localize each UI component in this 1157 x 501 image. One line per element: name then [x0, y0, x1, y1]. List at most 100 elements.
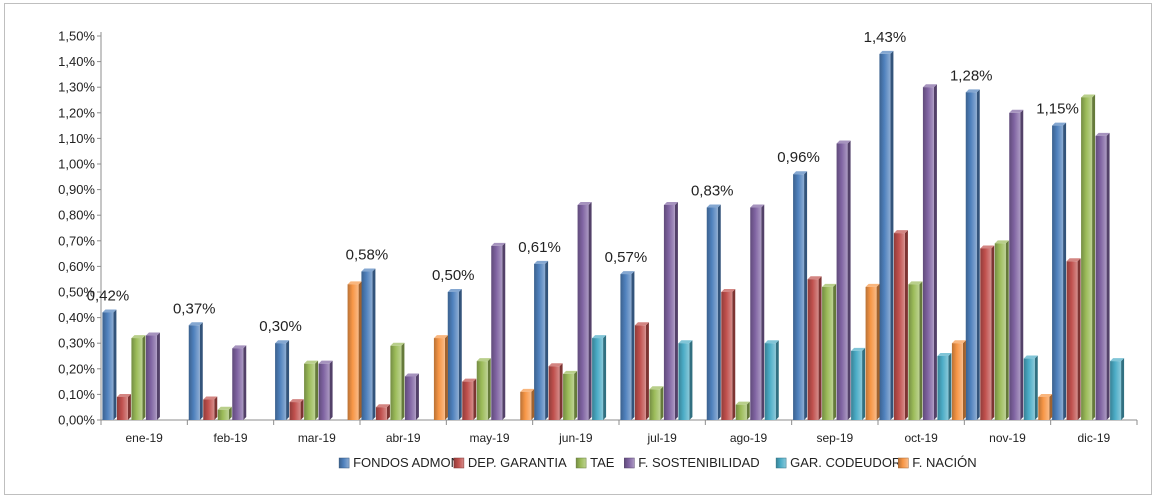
data-label: 0,42% [87, 287, 130, 304]
bar-fondos-admon [361, 268, 376, 420]
bar-gar-codeudor [678, 340, 693, 420]
x-tick-label: may-19 [469, 431, 509, 445]
bar-f-naci-n [520, 388, 535, 420]
legend-label: GAR. CODEUDOR [790, 455, 901, 470]
bar-fondos-admon [1052, 122, 1067, 420]
bar-dep-garantia [721, 289, 736, 420]
bar-tae [304, 360, 319, 420]
y-tick-label: 1,30% [58, 80, 95, 95]
y-tick-label: 1,50% [58, 29, 95, 44]
y-tick-label: 0,90% [58, 182, 95, 197]
bar-fondos-admon [275, 340, 290, 420]
data-label: 0,37% [173, 300, 216, 317]
legend-item-fondos-admon: FONDOS ADMON [338, 455, 460, 470]
x-tick-label: abr-19 [386, 431, 421, 445]
bar-dep-garantia [893, 230, 908, 420]
y-tick-label: 1,40% [58, 54, 95, 69]
y-tick-label: 0,60% [58, 259, 95, 274]
legend-item-f-naci-n: F. NACIÓN [898, 455, 977, 470]
bar-gar-codeudor [764, 340, 779, 420]
bar-gar-codeudor [1110, 358, 1125, 420]
bar-dep-garantia [116, 393, 131, 420]
x-tick-label: jul-19 [646, 431, 677, 445]
y-tick-label: 0,70% [58, 233, 95, 248]
bar-tae [217, 406, 232, 420]
legend-swatch [338, 457, 350, 469]
bar-f-sostenibilidad [577, 201, 592, 420]
x-tick-label: jun-19 [558, 431, 593, 445]
bar-fondos-admon [102, 309, 117, 420]
bar-dep-garantia [289, 399, 304, 420]
data-label: 0,61% [518, 239, 561, 256]
x-tick-label: ago-19 [730, 431, 768, 445]
data-label: 0,96% [777, 149, 820, 166]
chart-frame: 0,00% 0,10% 0,20% 0,30% 0,40% 0,50% 0,60% 0,70%… [4, 3, 1152, 495]
bar-dep-garantia [980, 245, 995, 420]
bar-f-sostenibilidad [663, 201, 678, 420]
data-labels: 0,42% 0,37% 0,30% 0,58% 0,50% 0,61% 0,57% 0,83%… [87, 29, 1079, 335]
x-tick-label: oct-19 [904, 431, 938, 445]
bar-chart: 0,00% 0,10% 0,20% 0,30% 0,40% 0,50% 0,60% 0,70%… [58, 29, 1138, 470]
bars [102, 50, 1125, 421]
legend-label: F. NACIÓN [912, 455, 976, 470]
legend-label: TAE [590, 455, 615, 470]
x-tick-label: feb-19 [213, 431, 247, 445]
legend-swatch [775, 457, 787, 469]
legend-item-f-sostenibilidad: F. SOSTENIBILIDAD [624, 455, 760, 470]
y-tick-label: 0,10% [58, 387, 95, 402]
data-label: 1,28% [950, 67, 993, 84]
y-axis: 0,00% 0,10% 0,20% 0,30% 0,40% 0,50% 0,60% 0,70%… [58, 29, 102, 428]
legend: FONDOS ADMON DEP. GARANTIA TAE F. SOSTENIBI… [338, 455, 977, 470]
bar-tae [563, 370, 578, 420]
legend-swatch [624, 457, 635, 469]
y-tick-label: 1,20% [58, 105, 95, 120]
bar-fondos-admon [965, 89, 980, 420]
bar-f-sostenibilidad [404, 373, 419, 420]
bar-dep-garantia [548, 363, 563, 420]
x-axis: ene-19 feb-19 mar-19 abr-19 may-19 jun-19 jul-… [100, 419, 1138, 445]
data-label: 0,50% [432, 267, 475, 284]
bar-f-naci-n [1038, 393, 1053, 420]
bar-tae [649, 386, 664, 420]
bar-gar-codeudor [592, 335, 607, 420]
bar-fondos-admon [620, 271, 635, 420]
y-tick-label: 0,30% [58, 336, 95, 351]
bar-dep-garantia [462, 378, 477, 420]
data-label: 1,43% [864, 29, 907, 46]
bar-f-sostenibilidad [836, 140, 851, 420]
bar-tae [735, 401, 750, 420]
legend-label: FONDOS ADMON [353, 455, 460, 470]
bar-tae [822, 283, 837, 420]
bar-f-sostenibilidad [491, 242, 506, 420]
bar-tae [476, 358, 491, 420]
bar-fondos-admon [793, 171, 808, 420]
legend-item-dep-garantia: DEP. GARANTIA [453, 455, 567, 470]
data-label: 0,83% [691, 183, 734, 200]
bar-f-naci-n [865, 283, 880, 420]
y-tick-label: 0,20% [58, 361, 95, 376]
x-tick-label: dic-19 [1077, 431, 1110, 445]
x-tick-label: sep-19 [816, 431, 853, 445]
bar-dep-garantia [375, 404, 390, 420]
legend-label: DEP. GARANTIA [468, 455, 567, 470]
bar-dep-garantia [203, 396, 218, 420]
data-label: 0,57% [605, 249, 648, 266]
data-label: 1,15% [1036, 101, 1079, 118]
bar-f-naci-n [347, 281, 362, 420]
bar-tae [1081, 94, 1096, 420]
bar-f-sostenibilidad [750, 204, 765, 420]
legend-swatch [575, 457, 587, 469]
y-tick-label: 0,80% [58, 208, 95, 223]
y-tick-label: 0,50% [58, 285, 95, 300]
data-label: 0,58% [346, 247, 389, 264]
bar-gar-codeudor [1023, 355, 1038, 420]
bar-f-naci-n [951, 340, 966, 420]
y-tick-label: 0,40% [58, 310, 95, 325]
bar-fondos-admon [706, 204, 721, 420]
x-tick-label: nov-19 [989, 431, 1026, 445]
bar-tae [131, 335, 146, 420]
y-tick-label: 0,00% [58, 413, 95, 428]
bar-dep-garantia [1066, 258, 1081, 420]
x-tick-label: mar-19 [298, 431, 336, 445]
legend-item-tae: TAE [575, 455, 615, 470]
